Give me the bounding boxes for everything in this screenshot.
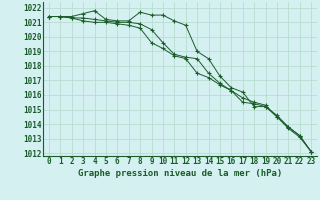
X-axis label: Graphe pression niveau de la mer (hPa): Graphe pression niveau de la mer (hPa) — [78, 169, 282, 178]
